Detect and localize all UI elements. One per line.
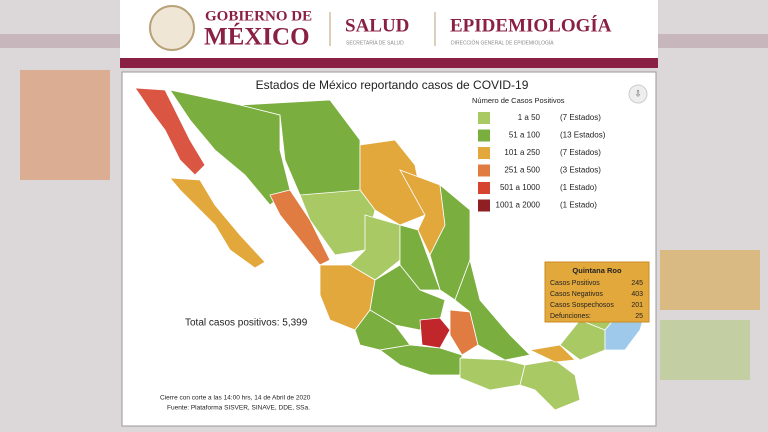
header-text: GOBIERNO DE [205, 8, 312, 24]
header [120, 0, 658, 60]
map-title: Estados de México reportando casos de CO… [256, 78, 529, 92]
background-blur [660, 320, 750, 380]
footnote: Cierre con corte a las 14:00 hrs, 14 de … [160, 395, 311, 402]
tooltip [544, 261, 650, 323]
legend-count: (1 Estado) [560, 183, 597, 192]
legend: 1 a 50 (7 Estados) 51 a 100 (13 Estados) 101… [478, 112, 606, 212]
tooltip-value: 201 [631, 302, 643, 309]
background-blur [20, 70, 110, 180]
header-subtext: DIRECCIÓN GENERAL DE EPIDEMIOLOGÍA [451, 39, 554, 46]
background-blur [660, 250, 760, 310]
map [134, 87, 651, 411]
footnote: Fuente: Plataforma SISVER, SINAVE, DDE, … [167, 405, 310, 412]
download-icon[interactable]: ⇩ [634, 88, 642, 98]
legend-range: 251 a 500 [504, 166, 540, 175]
state [419, 317, 451, 349]
legend-range: 1 a 50 [518, 113, 541, 122]
tooltip-title: Quintana Roo [572, 266, 622, 275]
state [399, 224, 441, 291]
state [454, 258, 531, 361]
legend-range: 501 a 1000 [500, 183, 541, 192]
tooltip-label: Casos Positivos [550, 280, 600, 287]
header-text: EPIDEMIOLOGÍA [450, 14, 612, 36]
legend-swatch [478, 199, 490, 212]
tooltip-label: Casos Sospechosos [550, 302, 614, 309]
legend-count: (3 Estados) [560, 166, 601, 175]
download-button[interactable] [628, 84, 648, 104]
legend-range: 101 a 250 [504, 148, 540, 157]
tooltip-label: Defunciones: [550, 313, 591, 320]
state [429, 184, 471, 301]
legend-swatch [478, 147, 490, 159]
tooltip-rows: Casos Positivos 245 Casos Negativos 403 Caso… [550, 280, 643, 320]
legend-range: 51 a 100 [509, 131, 541, 140]
header-subtext: SECRETARÍA DE SALUD [346, 39, 404, 46]
total-label: Total casos positivos: 5,399 [185, 318, 308, 329]
legend-count: (13 Estados) [560, 131, 606, 140]
logo [149, 5, 195, 51]
legend-title: Número de Casos Positivos [472, 96, 565, 105]
state [169, 177, 266, 269]
legend-count: (1 Estado) [560, 201, 597, 210]
legend-count: (7 Estados) [560, 148, 601, 157]
tooltip-label: Casos Negativos [550, 291, 603, 298]
tooltip-value: 25 [635, 313, 643, 320]
tooltip-value: 245 [631, 280, 643, 287]
header-text: SALUD [345, 15, 409, 36]
legend-count: (7 Estados) [560, 113, 601, 122]
state [449, 309, 479, 356]
header-bar [120, 58, 658, 68]
legend-swatch [478, 164, 490, 177]
state [269, 189, 331, 266]
header-text: MÉXICO [204, 23, 310, 51]
legend-swatch [478, 182, 490, 194]
tooltip-value: 403 [631, 291, 643, 298]
state [519, 359, 581, 411]
legend-swatch [478, 112, 490, 124]
legend-range: 1001 a 2000 [496, 201, 541, 210]
state [528, 344, 576, 363]
legend-swatch [478, 129, 490, 142]
state [134, 87, 206, 176]
